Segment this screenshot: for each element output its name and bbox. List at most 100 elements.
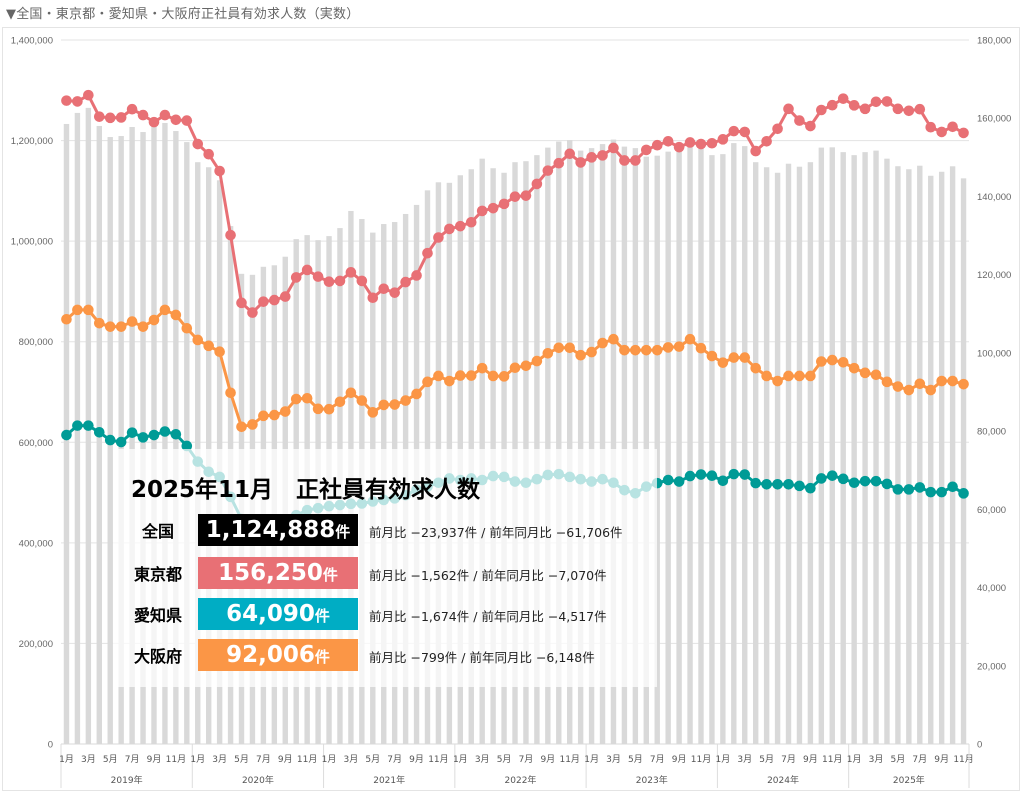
bar-national bbox=[818, 147, 825, 744]
point-tokyo bbox=[586, 152, 597, 163]
bar-national bbox=[545, 147, 551, 744]
point-tokyo bbox=[794, 115, 805, 126]
point-aichi bbox=[947, 481, 958, 493]
point-osaka bbox=[816, 356, 827, 367]
month-tick-label: 1月 bbox=[453, 754, 468, 765]
summary-title: 2025年11月 正社員有効求人数 bbox=[131, 477, 481, 503]
point-osaka bbox=[925, 384, 937, 396]
value-aichi: 64,090件 bbox=[198, 598, 358, 630]
point-tokyo bbox=[323, 276, 335, 288]
point-tokyo bbox=[465, 216, 477, 228]
point-osaka bbox=[684, 333, 696, 345]
point-osaka bbox=[619, 344, 630, 356]
left-axis-tick-label: 1,400,000 bbox=[11, 36, 53, 47]
point-osaka bbox=[148, 314, 160, 326]
month-tick-label: 1月 bbox=[716, 754, 731, 765]
point-osaka bbox=[794, 370, 805, 382]
month-tick-label: 9月 bbox=[934, 754, 949, 765]
comparison-osaka: 前月比 −799件 / 前年同月比 −6,148件 bbox=[369, 650, 595, 665]
point-tokyo bbox=[367, 292, 379, 304]
bar-national bbox=[665, 151, 671, 745]
point-tokyo bbox=[914, 103, 926, 115]
point-tokyo bbox=[542, 165, 554, 176]
point-aichi bbox=[761, 479, 772, 490]
bar-national bbox=[829, 147, 835, 744]
point-tokyo bbox=[104, 112, 116, 124]
right-axis-tick-label: 140,000 bbox=[977, 192, 1011, 203]
point-osaka bbox=[126, 316, 138, 327]
point-osaka bbox=[805, 370, 816, 382]
point-osaka bbox=[61, 313, 72, 325]
point-aichi bbox=[914, 482, 926, 493]
right-axis-tick-label: 160,000 bbox=[977, 114, 1011, 125]
point-osaka bbox=[564, 342, 576, 354]
point-osaka bbox=[586, 346, 597, 358]
point-aichi bbox=[750, 477, 761, 489]
point-tokyo bbox=[805, 120, 816, 132]
month-tick-label: 3月 bbox=[212, 754, 227, 765]
point-osaka bbox=[137, 321, 149, 332]
point-tokyo bbox=[72, 96, 83, 107]
left-axis-tick-label: 0 bbox=[48, 740, 53, 751]
year-label: 2021年 bbox=[373, 774, 405, 786]
point-osaka bbox=[83, 304, 94, 316]
point-tokyo bbox=[608, 142, 619, 154]
bar-national bbox=[873, 150, 879, 745]
month-tick-label: 3月 bbox=[475, 754, 490, 765]
point-osaka bbox=[115, 321, 127, 332]
point-tokyo bbox=[312, 271, 324, 282]
point-tokyo bbox=[444, 223, 455, 235]
point-tokyo bbox=[170, 114, 182, 126]
point-osaka bbox=[531, 355, 543, 367]
month-tick-label: 5月 bbox=[628, 754, 643, 765]
point-tokyo bbox=[892, 103, 904, 115]
year-label: 2023年 bbox=[636, 774, 668, 786]
point-aichi bbox=[772, 479, 783, 490]
point-osaka bbox=[958, 378, 969, 390]
bar-national bbox=[599, 144, 606, 744]
bar-national bbox=[731, 143, 737, 745]
comparison-aichi: 前月比 −1,674件 / 前年同月比 −4,517件 bbox=[369, 609, 607, 624]
point-osaka bbox=[914, 378, 926, 390]
point-osaka bbox=[575, 349, 586, 361]
point-aichi bbox=[958, 488, 969, 499]
point-tokyo bbox=[597, 150, 608, 161]
point-osaka bbox=[542, 347, 554, 359]
point-aichi bbox=[870, 475, 882, 487]
point-tokyo bbox=[509, 191, 521, 202]
bar-national bbox=[938, 171, 945, 745]
point-osaka bbox=[422, 376, 433, 388]
point-osaka bbox=[947, 375, 958, 387]
value-unit: 件 bbox=[322, 566, 338, 584]
point-osaka bbox=[465, 370, 477, 381]
month-tick-label: 1月 bbox=[322, 754, 337, 765]
point-aichi bbox=[848, 477, 860, 489]
point-aichi bbox=[783, 479, 794, 490]
point-osaka bbox=[72, 304, 83, 316]
point-tokyo bbox=[651, 139, 663, 151]
year-label: 2019年 bbox=[111, 774, 143, 786]
point-tokyo bbox=[83, 89, 94, 101]
point-osaka bbox=[301, 392, 313, 404]
point-aichi bbox=[115, 436, 127, 448]
point-aichi bbox=[159, 426, 171, 437]
point-aichi bbox=[72, 420, 83, 431]
point-tokyo bbox=[433, 232, 444, 243]
bar-national bbox=[588, 148, 595, 745]
point-tokyo bbox=[673, 141, 685, 153]
point-tokyo bbox=[684, 137, 696, 148]
value-tokyo: 156,250件 bbox=[198, 557, 358, 589]
bar-national bbox=[960, 178, 967, 744]
month-tick-label: 11月 bbox=[822, 754, 842, 765]
point-osaka bbox=[706, 350, 718, 362]
point-tokyo bbox=[301, 264, 313, 276]
value-osaka: 92,006件 bbox=[198, 639, 358, 671]
point-osaka bbox=[104, 321, 116, 332]
point-tokyo bbox=[750, 145, 761, 157]
month-tick-label: 7月 bbox=[125, 754, 140, 765]
point-tokyo bbox=[619, 155, 630, 166]
point-aichi bbox=[892, 484, 904, 495]
point-osaka bbox=[739, 352, 751, 363]
point-aichi bbox=[148, 429, 160, 441]
value-unit: 件 bbox=[335, 523, 351, 541]
